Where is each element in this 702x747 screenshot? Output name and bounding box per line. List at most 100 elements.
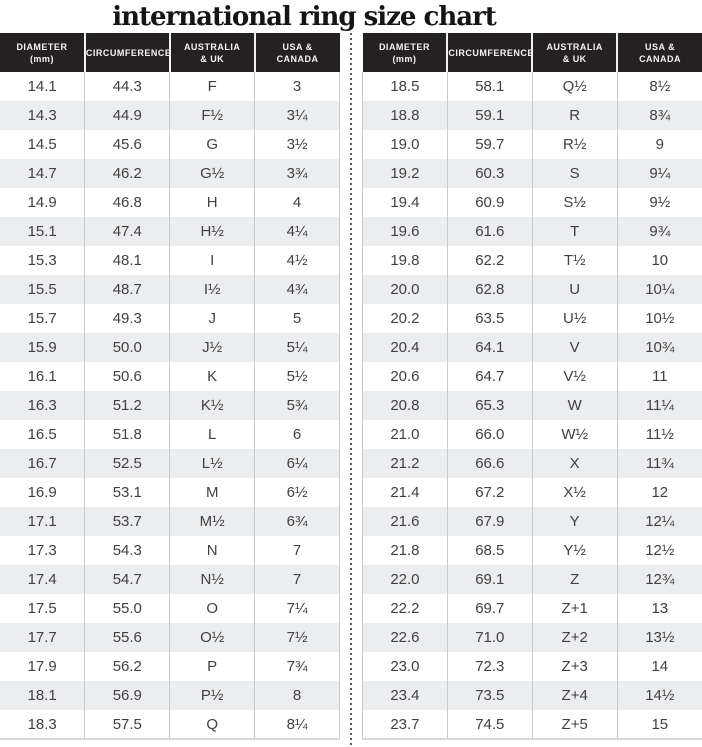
col-header-line: DIAMETER [16, 41, 68, 52]
table-cell: 5¼ [254, 333, 340, 362]
table-row: 14.3 44.9 F½ 3¼ [0, 101, 340, 130]
table-cell: 11 [616, 362, 702, 391]
table-cell: 12¼ [616, 507, 702, 536]
table-cell: 21.8 [362, 536, 448, 565]
table-cell: 19.2 [362, 159, 448, 188]
col-header-usa-canada: USA & CANADA [253, 33, 340, 72]
table-cell: 17.9 [27, 658, 57, 675]
table-cell: P [169, 652, 255, 681]
table-cell: 55.6 [84, 623, 170, 652]
table-cell: 44.9 [84, 101, 170, 130]
table-row: 20.4 64.1 V 10¾ [362, 333, 702, 362]
table-cell: 14.9 [27, 194, 57, 211]
table-cell: 3¾ [254, 159, 340, 188]
table-cell: 67.2 [446, 478, 533, 507]
table-row: 18.5 58.1 Q½ 8½ [362, 72, 702, 101]
table-cell: K [169, 362, 255, 391]
table-cell: 6 [254, 420, 340, 449]
table-cell: 17.3 [27, 542, 57, 559]
table-cell: 17.5 [27, 600, 57, 617]
table-cell: 69.7 [446, 594, 533, 623]
table-cell: 20.8 [362, 391, 448, 420]
table-cell: 4¼ [254, 217, 340, 246]
table-cell: 16.7 [0, 449, 85, 478]
ring-size-chart: DIAMETER (mm) CIRCUMFERENCE AUSTRALIA & … [0, 33, 702, 745]
table-cell: 20.6 [362, 362, 448, 391]
table-cell: 10 [616, 246, 702, 275]
table-cell: 18.3 [0, 710, 85, 740]
table-cell: 46.2 [84, 159, 170, 188]
table-cell: Z+4 [531, 681, 618, 710]
table-row: 17.4 54.7 N½ 7 [0, 565, 340, 594]
table-row: 21.6 67.9 Y 12¼ [362, 507, 702, 536]
table-header: DIAMETER (mm) CIRCUMFERENCE AUSTRALIA & … [0, 33, 340, 72]
table-row: 15.9 50.0 J½ 5¼ [0, 333, 340, 362]
table-cell: I [169, 246, 255, 275]
table-cell: 22.6 [362, 623, 448, 652]
table-cell: 16.5 [27, 426, 57, 443]
table-cell: 54.3 [84, 536, 170, 565]
table-cell: Z [531, 565, 618, 594]
table-row: 16.7 52.5 L½ 6¼ [0, 449, 340, 478]
table-cell: 15.7 [27, 310, 57, 327]
table-cell: H [169, 188, 255, 217]
table-cell: 19.4 [362, 188, 448, 217]
table-cell: 14½ [616, 681, 702, 710]
table-cell: 21.0 [362, 420, 448, 449]
table-row: 16.5 51.8 L 6 [0, 420, 340, 449]
table-cell: 61.6 [446, 217, 533, 246]
table-row: 21.4 67.2 X½ 12 [362, 478, 702, 507]
col-header-australia-uk: AUSTRALIA & UK [168, 33, 255, 72]
table-cell: X½ [531, 478, 618, 507]
table-cell: 9 [616, 130, 702, 159]
table-row: 17.3 54.3 N 7 [0, 536, 340, 565]
table-cell: 69.1 [446, 565, 533, 594]
table-cell: 51.2 [84, 391, 170, 420]
col-header-line: CANADA [639, 53, 682, 64]
table-cell: O½ [169, 623, 255, 652]
table-cell: 48.1 [84, 246, 170, 275]
table-cell: 56.2 [84, 652, 170, 681]
table-cell: 7 [254, 536, 340, 565]
table-row: 14.7 46.2 G½ 3¾ [0, 159, 340, 188]
table-cell: 6¾ [254, 507, 340, 536]
table-row: 18.8 59.1 R 8¾ [362, 101, 702, 130]
table-cell: L [169, 420, 255, 449]
table-cell: 15.3 [27, 252, 57, 269]
table-cell: 12½ [616, 536, 702, 565]
table-cell: 72.3 [446, 652, 533, 681]
table-row: 19.2 60.3 S 9¼ [362, 159, 702, 188]
table-cell: 11¾ [616, 449, 702, 478]
table-cell: 13½ [616, 623, 702, 652]
table-cell: M [169, 478, 255, 507]
table-row: 23.4 73.5 Z+4 14½ [362, 681, 702, 710]
table-cell: 16.3 [0, 391, 85, 420]
table-row: 16.9 53.1 M 6½ [0, 478, 340, 507]
table-cell: 60.3 [446, 159, 533, 188]
table-row: 22.2 69.7 Z+1 13 [362, 594, 702, 623]
dotted-divider [340, 33, 362, 745]
table-cell: 71.0 [446, 623, 533, 652]
table-cell: 10½ [616, 304, 702, 333]
table-cell: X [531, 449, 618, 478]
table-row: 20.2 63.5 U½ 10½ [362, 304, 702, 333]
ring-size-table-left: DIAMETER (mm) CIRCUMFERENCE AUSTRALIA & … [0, 33, 340, 740]
table-cell: 45.6 [84, 130, 170, 159]
col-header-line: AUSTRALIA [546, 41, 603, 52]
table-cell: 10¾ [616, 333, 702, 362]
table-cell: 18.8 [362, 101, 448, 130]
table-cell: 62.8 [446, 275, 533, 304]
table-row: 19.4 60.9 S½ 9½ [362, 188, 702, 217]
table-cell: 18.5 [362, 72, 448, 101]
table-cell: 51.8 [84, 420, 170, 449]
table-cell: 9¾ [616, 217, 702, 246]
table-cell: 21.6 [362, 507, 448, 536]
table-cell: 15.9 [0, 333, 85, 362]
table-cell: 3½ [254, 130, 340, 159]
table-cell: 62.2 [446, 246, 533, 275]
table-cell: 67.9 [446, 507, 533, 536]
header-row: DIAMETER (mm) CIRCUMFERENCE AUSTRALIA & … [0, 33, 340, 72]
table-cell: 74.5 [446, 710, 533, 740]
table-cell: T [531, 217, 618, 246]
table-cell: U½ [531, 304, 618, 333]
